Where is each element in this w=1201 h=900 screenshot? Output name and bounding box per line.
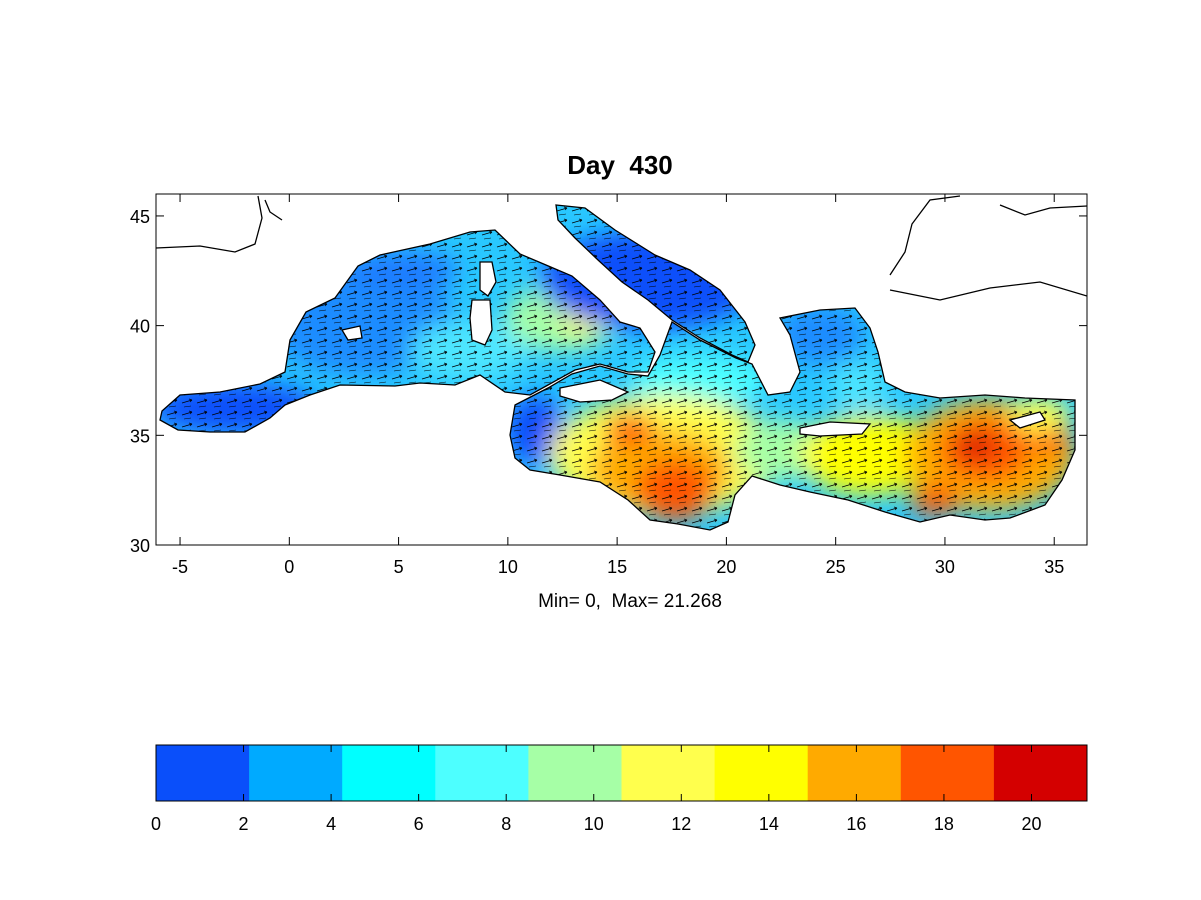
colorbar-tick-label: 6 (414, 814, 424, 834)
colorbar-segment (342, 745, 436, 801)
colorbar-tick-label: 4 (326, 814, 336, 834)
colorbar-segment (528, 745, 622, 801)
colorbar-segment (435, 745, 529, 801)
colorbar-tick-label: 14 (759, 814, 779, 834)
x-tick-label: 20 (716, 557, 736, 577)
min-max-caption: Min= 0, Max= 21.268 (538, 591, 722, 612)
x-tick-label: 15 (607, 557, 627, 577)
map-title: Day 430 (567, 150, 673, 180)
y-axis: 45 40 35 30 (130, 207, 1087, 556)
x-tick-label: 35 (1044, 557, 1064, 577)
colorbar-segment (156, 745, 250, 801)
y-tick-label: 30 (130, 536, 150, 556)
colorbar-tick-label: 10 (584, 814, 604, 834)
x-tick-label: 30 (935, 557, 955, 577)
colorbar-segment (993, 745, 1088, 801)
colorbar-tick-label: 8 (501, 814, 511, 834)
colorbar-frame (155, 744, 1088, 802)
colorbar-tick-label: 2 (239, 814, 249, 834)
colorbar-tick-label: 0 (151, 814, 161, 834)
x-tick-label: 10 (498, 557, 518, 577)
colorbar-segment (714, 745, 809, 801)
colorbar-tick-label: 20 (1021, 814, 1041, 834)
colorbar-tick-label: 18 (934, 814, 954, 834)
x-tick-label: 5 (394, 557, 404, 577)
colorbar-segment (807, 745, 902, 801)
colorbar-tick-label: 12 (671, 814, 691, 834)
x-tick-label: 0 (284, 557, 294, 577)
y-tick-label: 45 (130, 207, 150, 227)
x-tick-label: 25 (826, 557, 846, 577)
colorbar: 0 2 4 6 8 10 12 14 16 18 20 (151, 744, 1088, 834)
y-tick-label: 40 (130, 317, 150, 337)
colorbar-segment (621, 745, 716, 801)
x-axis: -5 0 5 10 15 20 25 30 35 (172, 194, 1064, 577)
colorbar-segment (900, 745, 995, 801)
colorbar-segment (249, 745, 343, 801)
y-tick-label: 35 (130, 426, 150, 446)
x-tick-label: -5 (172, 557, 188, 577)
colorbar-tick-label: 16 (846, 814, 866, 834)
coastline (156, 195, 1087, 531)
